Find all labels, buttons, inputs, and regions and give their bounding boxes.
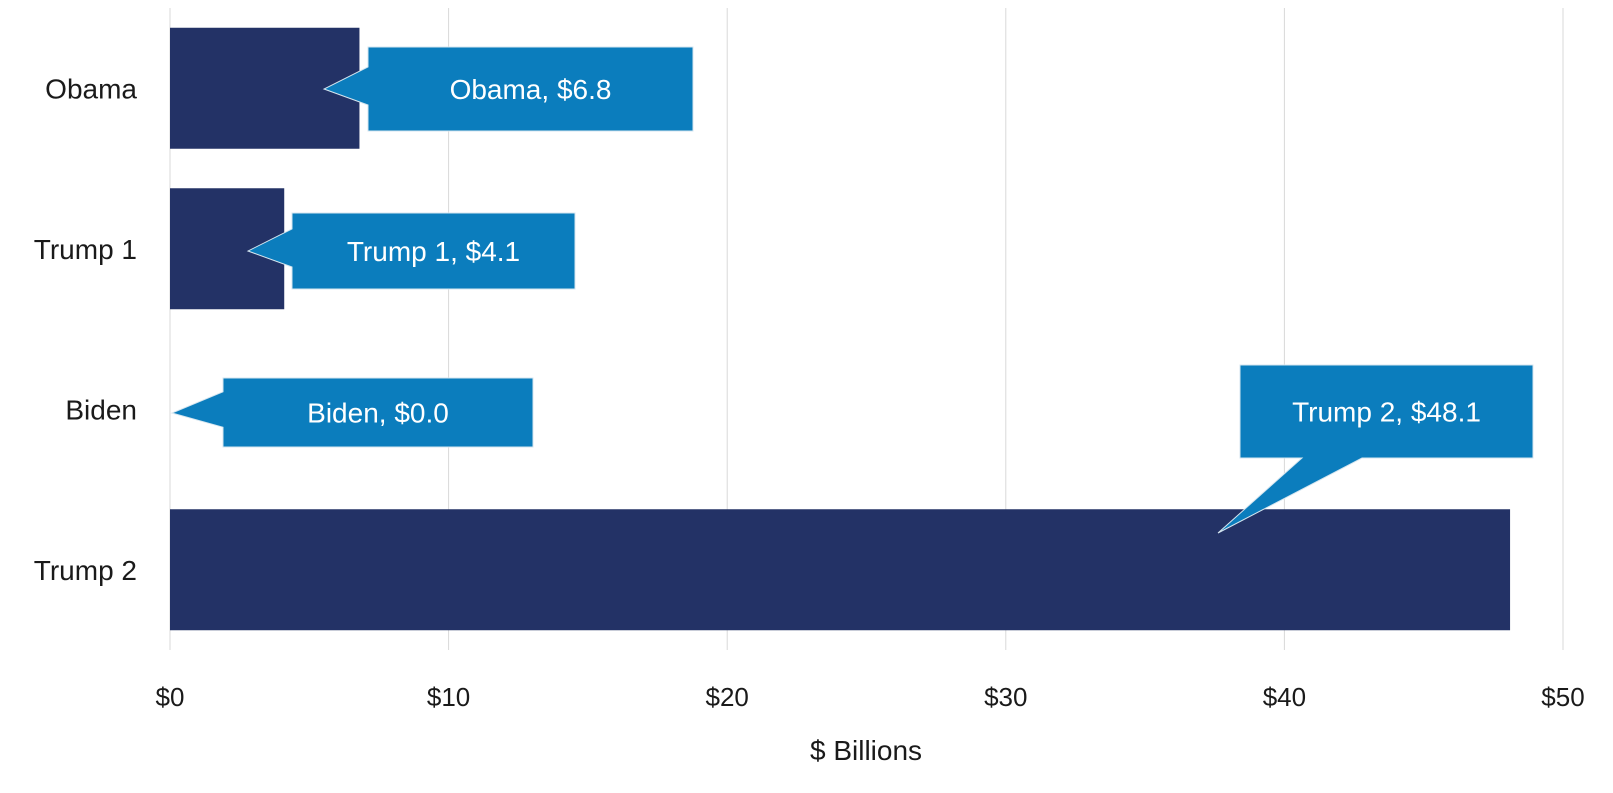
x-tick-label-30: $30 <box>984 682 1027 712</box>
callouts-layer: Obama, $6.8 Trump 1, $4.1 Biden, $0.0 Trump… <box>170 46 1534 534</box>
x-tick-label-50: $50 <box>1541 682 1584 712</box>
x-tick-label-20: $20 <box>706 682 749 712</box>
data-label-callout-trump-2 <box>1217 364 1534 534</box>
category-label-biden: Biden <box>65 394 137 425</box>
data-label-callout-trump-1 <box>246 212 576 290</box>
data-label-callout-biden <box>170 377 534 448</box>
data-label-trump-2: Trump 2, $48.1 <box>1292 397 1481 428</box>
data-label-biden: Biden, $0.0 <box>307 398 449 429</box>
bar-trump-2 <box>170 509 1511 631</box>
data-label-trump-1: Trump 1, $4.1 <box>347 236 520 267</box>
category-labels: Obama Trump 1 Biden Trump 2 <box>34 73 138 586</box>
x-tick-label-40: $40 <box>1263 682 1306 712</box>
data-label-obama: Obama, $6.8 <box>450 74 612 105</box>
x-tick-label-10: $10 <box>427 682 470 712</box>
x-axis-title: $ Billions <box>810 735 922 766</box>
tick-labels: $0 $10 $20 $30 $40 $50 <box>156 682 1585 712</box>
category-label-obama: Obama <box>45 73 137 104</box>
category-label-trump-1: Trump 1 <box>34 234 137 265</box>
bars-layer <box>170 27 1511 631</box>
x-tick-label-0: $0 <box>156 682 185 712</box>
data-label-callout-obama <box>322 46 694 132</box>
category-label-trump-2: Trump 2 <box>34 555 137 586</box>
